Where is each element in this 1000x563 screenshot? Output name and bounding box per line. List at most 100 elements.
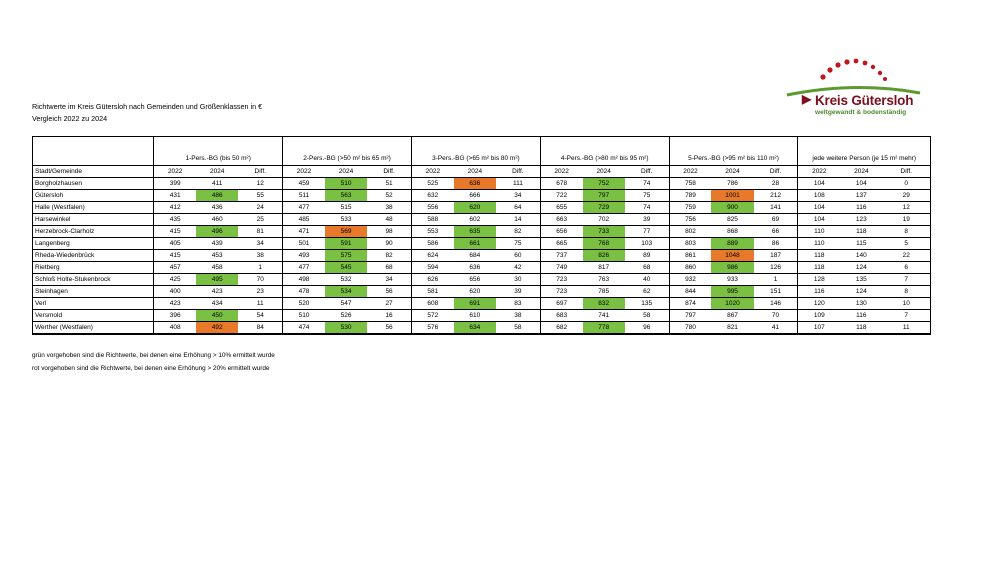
document-title: Richtwerte im Kreis Gütersloh nach Gemei…: [32, 101, 262, 125]
diff-cell: 75: [495, 237, 541, 250]
diff-cell: 25: [238, 213, 283, 226]
value-cell: 478: [282, 285, 325, 298]
value-cell: 663: [539, 213, 583, 226]
diff-cell: 56: [367, 321, 412, 334]
value-cell: 665: [539, 237, 583, 250]
value-cell: 435: [153, 213, 197, 226]
diff-cell: 27: [367, 297, 412, 310]
value-cell: 620: [453, 285, 496, 298]
value-cell: 632: [410, 189, 454, 202]
value-cell: 636: [453, 177, 496, 190]
value-cell: 495: [196, 273, 239, 286]
diff-cell: 77: [624, 225, 670, 238]
value-cell: 459: [282, 177, 325, 190]
value-cell: 477: [282, 201, 325, 214]
diff-cell: 10: [882, 297, 930, 310]
diff-cell: 34: [367, 273, 412, 286]
value-cell: 396: [153, 309, 197, 322]
diff-cell: 75: [624, 189, 670, 202]
diff-cell: 68: [624, 261, 670, 274]
value-cell: 493: [282, 249, 325, 262]
value-cell: 486: [196, 189, 239, 202]
value-cell: 520: [282, 297, 325, 310]
value-cell: 545: [324, 261, 368, 274]
logo-emblem: [786, 58, 921, 97]
diff-cell: 28: [753, 177, 798, 190]
value-cell: 128: [797, 273, 841, 286]
diff-cell: 96: [624, 321, 670, 334]
value-cell: 107: [797, 321, 841, 334]
diff-cell: 146: [753, 297, 798, 310]
column-header-diff: Diff.: [367, 165, 412, 178]
value-cell: 553: [410, 225, 454, 238]
column-header-y1: 2022: [153, 165, 197, 178]
city-name: Borgholzhausen: [33, 177, 154, 190]
value-cell: 124: [840, 285, 883, 298]
value-cell: 763: [582, 273, 625, 286]
value-cell: 510: [324, 177, 368, 190]
diff-cell: 52: [367, 189, 412, 202]
value-cell: 405: [153, 237, 197, 250]
value-cell: 608: [410, 297, 454, 310]
value-cell: 932: [668, 273, 712, 286]
group-header-3pers: 3-Pers.-BG (>65 m² bis 80 m²): [410, 137, 541, 166]
value-cell: 498: [282, 273, 325, 286]
diff-cell: 1: [238, 261, 283, 274]
value-cell: 581: [410, 285, 454, 298]
value-cell: 140: [840, 249, 883, 262]
diff-cell: 11: [238, 297, 283, 310]
table-row: Borgholzhausen 399 411 12 459 510 51 525 636 111 6…: [33, 177, 930, 190]
value-cell: 450: [196, 309, 239, 322]
value-cell: 826: [582, 249, 625, 262]
value-cell: 729: [582, 201, 625, 214]
value-cell: 411: [196, 177, 239, 190]
rent-guidelines-table: 1-Pers.-BG (bis 50 m²) 2-Pers.-BG (>50 m…: [32, 136, 931, 335]
column-header-y2: 2024: [196, 165, 239, 178]
diff-cell: 23: [238, 285, 283, 298]
value-cell: 477: [282, 261, 325, 274]
diff-cell: 212: [753, 189, 798, 202]
table-row: Gütersloh 431 486 55 511 563 52 632 666 34 722 797 7…: [33, 189, 930, 202]
value-cell: 832: [582, 297, 625, 310]
table-row: Langenberg 405 439 34 501 591 90 586 661 75 665 768…: [33, 237, 930, 250]
value-cell: 120: [797, 297, 841, 310]
city-name: Versmold: [33, 309, 154, 322]
diff-cell: 34: [495, 189, 541, 202]
group-header-4pers: 4-Pers.-BG (>80 m² bis 95 m²): [539, 137, 670, 166]
value-cell: 697: [539, 297, 583, 310]
value-cell: 778: [582, 321, 625, 334]
column-header-y2: 2024: [711, 165, 754, 178]
value-cell: 723: [539, 273, 583, 286]
column-header-y1: 2022: [282, 165, 325, 178]
note-red: rot vorgehoben sind die Richtwerte, bei …: [32, 365, 270, 372]
value-cell: 400: [153, 285, 197, 298]
value-cell: 453: [196, 249, 239, 262]
diff-cell: 30: [495, 273, 541, 286]
value-cell: 460: [196, 213, 239, 226]
city-name: Herzebrock-Clarholz: [33, 225, 154, 238]
value-cell: 691: [453, 297, 496, 310]
diff-cell: 38: [367, 201, 412, 214]
value-cell: 861: [668, 249, 712, 262]
value-cell: 412: [153, 201, 197, 214]
value-cell: 123: [840, 213, 883, 226]
value-cell: 118: [840, 321, 883, 334]
logo-name: Kreis Gütersloh: [815, 93, 914, 108]
value-cell: 572: [410, 309, 454, 322]
footnotes: grün vorgehoben sind die Richtwerte, bei…: [32, 349, 275, 375]
diff-cell: 70: [753, 309, 798, 322]
diff-cell: 84: [238, 321, 283, 334]
value-cell: 758: [668, 177, 712, 190]
value-cell: 602: [453, 213, 496, 226]
value-cell: 1001: [711, 189, 754, 202]
table-row: Harsewinkel 435 460 25 485 533 48 588 602 14 663 70…: [33, 213, 930, 226]
value-cell: 533: [324, 213, 368, 226]
value-cell: 803: [668, 237, 712, 250]
value-cell: 496: [196, 225, 239, 238]
value-cell: 108: [797, 189, 841, 202]
city-name: Rheda-Wiedenbrück: [33, 249, 154, 262]
value-cell: 569: [324, 225, 368, 238]
value-cell: 439: [196, 237, 239, 250]
value-cell: 741: [582, 309, 625, 322]
value-cell: 661: [453, 237, 496, 250]
